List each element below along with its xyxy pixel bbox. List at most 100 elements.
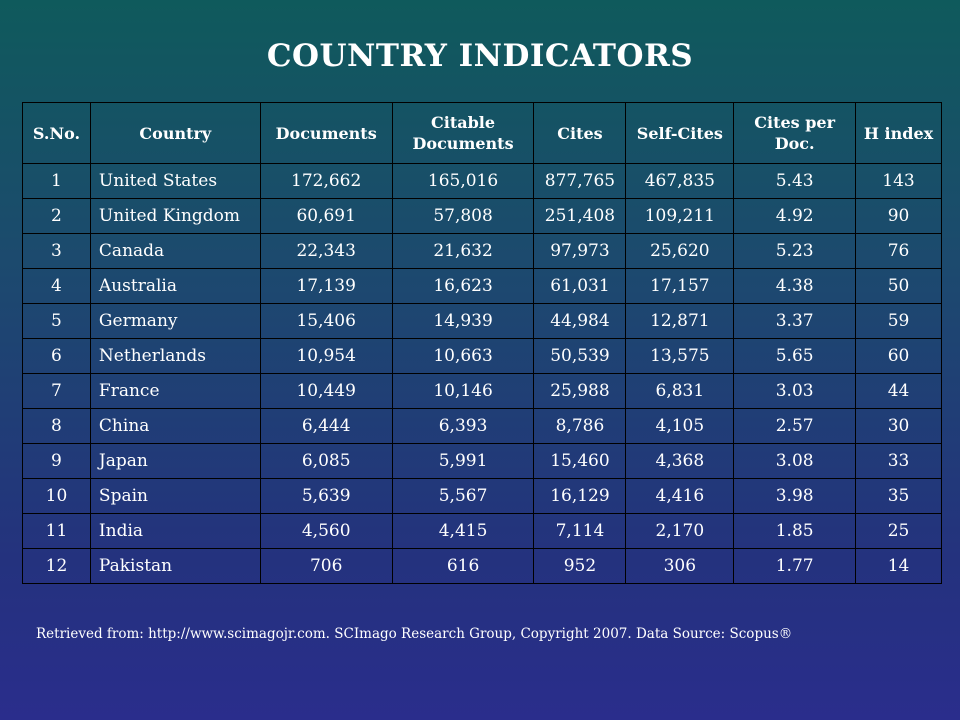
page-title: COUNTRY INDICATORS: [266, 38, 694, 74]
cell-cites-per-doc: 5.23: [733, 233, 857, 269]
cell-h-index: 25: [855, 513, 942, 549]
cell-sno: 3: [22, 233, 91, 269]
cell-self-cites: 2,170: [625, 513, 735, 549]
cell-sno: 1: [22, 163, 91, 199]
cell-citable-documents: 21,632: [391, 233, 535, 269]
cell-documents: 706: [259, 548, 393, 584]
cell-country: China: [89, 408, 261, 444]
header-h-index: H index: [855, 102, 942, 164]
table-row: 12 Pakistan 706 616 952 306 1.77 14: [22, 548, 942, 584]
cell-cites-per-doc: 5.65: [733, 338, 857, 374]
cell-h-index: 50: [855, 268, 942, 304]
cell-cites: 8,786: [533, 408, 627, 444]
country-indicators-table: S.No. Country Documents Citable Document…: [22, 102, 942, 584]
table-row: 11 India 4,560 4,415 7,114 2,170 1.85 25: [22, 513, 942, 549]
cell-h-index: 44: [855, 373, 942, 409]
cell-sno: 4: [22, 268, 91, 304]
cell-cites: 25,988: [533, 373, 627, 409]
cell-country: United States: [89, 163, 261, 199]
header-cites-per-doc: Cites per Doc.: [733, 102, 857, 164]
cell-cites: 952: [533, 548, 627, 584]
cell-citable-documents: 165,016: [391, 163, 535, 199]
cell-sno: 9: [22, 443, 91, 479]
cell-h-index: 143: [855, 163, 942, 199]
cell-sno: 12: [22, 548, 91, 584]
cell-citable-documents: 5,567: [391, 478, 535, 514]
cell-documents: 15,406: [259, 303, 393, 339]
cell-self-cites: 4,416: [625, 478, 735, 514]
table-row: 1 United States 172,662 165,016 877,765 467,8…: [22, 163, 942, 199]
cell-country: Canada: [89, 233, 261, 269]
cell-cites-per-doc: 3.98: [733, 478, 857, 514]
cell-documents: 10,954: [259, 338, 393, 374]
header-documents: Documents: [259, 102, 393, 164]
cell-cites-per-doc: 1.85: [733, 513, 857, 549]
cell-documents: 4,560: [259, 513, 393, 549]
cell-sno: 2: [22, 198, 91, 234]
cell-self-cites: 4,105: [625, 408, 735, 444]
cell-citable-documents: 10,146: [391, 373, 535, 409]
cell-cites-per-doc: 4.92: [733, 198, 857, 234]
cell-documents: 172,662: [259, 163, 393, 199]
cell-h-index: 14: [855, 548, 942, 584]
cell-cites: 251,408: [533, 198, 627, 234]
cell-h-index: 30: [855, 408, 942, 444]
cell-self-cites: 12,871: [625, 303, 735, 339]
table-body: 1 United States 172,662 165,016 877,765 467,8…: [22, 163, 942, 584]
source-citation: Retrieved from: http://www.scimagojr.com…: [36, 626, 793, 642]
cell-self-cites: 467,835: [625, 163, 735, 199]
cell-cites: 16,129: [533, 478, 627, 514]
cell-cites: 7,114: [533, 513, 627, 549]
cell-cites-per-doc: 1.77: [733, 548, 857, 584]
cell-cites: 61,031: [533, 268, 627, 304]
header-self-cites: Self-Cites: [625, 102, 735, 164]
cell-self-cites: 4,368: [625, 443, 735, 479]
cell-cites: 97,973: [533, 233, 627, 269]
cell-cites-per-doc: 4.38: [733, 268, 857, 304]
cell-documents: 17,139: [259, 268, 393, 304]
cell-h-index: 33: [855, 443, 942, 479]
table-row: 7 France 10,449 10,146 25,988 6,831 3.03 44: [22, 373, 942, 409]
cell-country: Australia: [89, 268, 261, 304]
cell-self-cites: 109,211: [625, 198, 735, 234]
header-sno: S.No.: [22, 102, 91, 164]
cell-documents: 6,444: [259, 408, 393, 444]
cell-self-cites: 17,157: [625, 268, 735, 304]
table-header-row: S.No. Country Documents Citable Document…: [22, 102, 942, 164]
table-row: 5 Germany 15,406 14,939 44,984 12,871 3.37 59: [22, 303, 942, 339]
cell-cites-per-doc: 3.37: [733, 303, 857, 339]
cell-sno: 7: [22, 373, 91, 409]
header-citable-documents: Citable Documents: [391, 102, 535, 164]
cell-country: Pakistan: [89, 548, 261, 584]
cell-sno: 8: [22, 408, 91, 444]
cell-cites: 44,984: [533, 303, 627, 339]
table-row: 2 United Kingdom 60,691 57,808 251,408 109,21…: [22, 198, 942, 234]
cell-sno: 10: [22, 478, 91, 514]
cell-citable-documents: 16,623: [391, 268, 535, 304]
cell-self-cites: 306: [625, 548, 735, 584]
cell-cites-per-doc: 3.03: [733, 373, 857, 409]
cell-country: Japan: [89, 443, 261, 479]
cell-cites: 15,460: [533, 443, 627, 479]
table-row: 9 Japan 6,085 5,991 15,460 4,368 3.08 33: [22, 443, 942, 479]
cell-citable-documents: 4,415: [391, 513, 535, 549]
cell-h-index: 60: [855, 338, 942, 374]
cell-documents: 60,691: [259, 198, 393, 234]
cell-h-index: 76: [855, 233, 942, 269]
cell-documents: 6,085: [259, 443, 393, 479]
cell-citable-documents: 14,939: [391, 303, 535, 339]
cell-h-index: 35: [855, 478, 942, 514]
cell-citable-documents: 57,808: [391, 198, 535, 234]
cell-documents: 10,449: [259, 373, 393, 409]
cell-cites-per-doc: 2.57: [733, 408, 857, 444]
cell-self-cites: 13,575: [625, 338, 735, 374]
table-row: 6 Netherlands 10,954 10,663 50,539 13,575 5.65…: [22, 338, 942, 374]
table-row: 3 Canada 22,343 21,632 97,973 25,620 5.23 76: [22, 233, 942, 269]
cell-h-index: 59: [855, 303, 942, 339]
cell-country: Netherlands: [89, 338, 261, 374]
cell-country: Spain: [89, 478, 261, 514]
cell-citable-documents: 5,991: [391, 443, 535, 479]
cell-h-index: 90: [855, 198, 942, 234]
cell-cites-per-doc: 3.08: [733, 443, 857, 479]
cell-self-cites: 25,620: [625, 233, 735, 269]
